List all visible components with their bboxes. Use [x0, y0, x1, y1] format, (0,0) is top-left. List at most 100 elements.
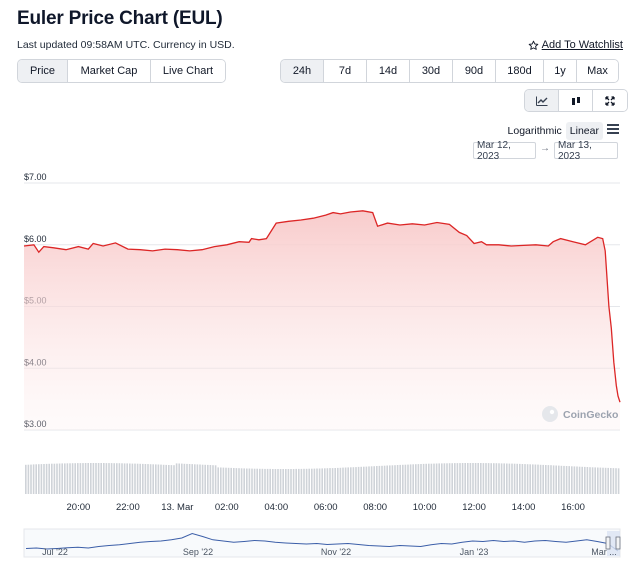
range-180d[interactable]: 180d: [496, 60, 544, 82]
volume-bar: [238, 468, 240, 494]
volume-bar: [438, 463, 440, 494]
volume-bar: [461, 463, 464, 494]
price-area: [24, 210, 620, 430]
navigator-label: Mar ...: [591, 547, 617, 557]
volume-bar: [110, 463, 113, 494]
add-to-watchlist-link[interactable]: Add To Watchlist: [528, 39, 623, 51]
volume-bar: [25, 464, 27, 494]
tab-live-chart[interactable]: Live Chart: [151, 60, 225, 82]
volume-bar: [610, 468, 612, 494]
volume-bar: [266, 468, 269, 494]
volume-bar: [357, 466, 360, 494]
volume-bar: [342, 467, 344, 494]
volume-bar: [454, 463, 456, 494]
volume-bar: [144, 464, 147, 494]
volume-bar: [168, 465, 170, 494]
volume-bar: [477, 463, 479, 494]
volume-bar: [204, 464, 206, 494]
volume-bar: [415, 464, 417, 494]
volume-bar: [550, 465, 552, 494]
volume-bar: [71, 463, 74, 494]
volume-bar: [316, 468, 318, 494]
volume-bar: [194, 464, 196, 494]
range-24h[interactable]: 24h: [281, 60, 324, 82]
volume-bar: [399, 464, 401, 494]
volume-bar: [532, 464, 534, 494]
volume-bar: [225, 467, 227, 494]
volume-bar: [464, 463, 466, 494]
date-from-input[interactable]: Mar 12, 2023: [473, 140, 536, 162]
range-1y[interactable]: 1y: [544, 60, 577, 82]
volume-bar: [43, 464, 45, 494]
fullscreen-button[interactable]: [593, 90, 627, 111]
volume-bar: [173, 465, 175, 494]
volume-bar: [389, 465, 391, 494]
volume-bar: [300, 468, 303, 494]
volume-bar: [490, 463, 492, 494]
x-tick-label: 20:00: [67, 502, 91, 513]
volume-bar: [417, 464, 420, 494]
volume-bar: [329, 468, 331, 494]
volume-bar: [487, 463, 490, 494]
volume-bar: [448, 463, 451, 494]
hamburger-menu-icon[interactable]: [607, 124, 619, 134]
tab-market-cap[interactable]: Market Cap: [68, 60, 151, 82]
volume-bar: [214, 465, 217, 494]
volume-bar: [485, 463, 487, 494]
range-14d[interactable]: 14d: [367, 60, 410, 82]
navigator-handle-left[interactable]: [605, 536, 611, 550]
scale-linear[interactable]: Linear: [565, 122, 603, 140]
range-30d[interactable]: 30d: [410, 60, 453, 82]
volume-bar: [516, 463, 518, 494]
volume-bar: [183, 463, 186, 494]
volume-bar: [118, 463, 121, 494]
volume-bar: [529, 464, 531, 494]
volume-bar: [209, 465, 212, 494]
volume-bar: [27, 464, 30, 494]
candlestick-button[interactable]: [559, 90, 593, 111]
tab-price[interactable]: Price: [18, 60, 68, 82]
volume-bar: [181, 463, 183, 494]
range-90d[interactable]: 90d: [453, 60, 496, 82]
volume-bar: [246, 468, 248, 494]
volume-bar: [558, 465, 560, 494]
volume-bar: [129, 463, 131, 494]
volume-bar: [56, 463, 58, 494]
volume-bar: [178, 463, 180, 494]
navigator[interactable]: Jul '22 Sep '22 Nov '22 Jan '23 Mar ...: [23, 528, 621, 558]
volume-bar: [155, 464, 157, 494]
volume-bar: [126, 463, 128, 494]
volume-bar: [459, 463, 461, 494]
range-7d[interactable]: 7d: [324, 60, 367, 82]
volume-bar: [165, 464, 167, 494]
date-to-input[interactable]: Mar 13, 2023: [554, 140, 618, 162]
x-tick-label: 13. Mar: [161, 502, 193, 513]
volume-bar: [383, 465, 386, 494]
x-tick-label: 10:00: [413, 502, 437, 513]
volume-bar: [576, 466, 578, 494]
volume-bar: [170, 465, 173, 494]
metric-tabs: Price Market Cap Live Chart: [17, 59, 226, 83]
volume-bar: [565, 466, 568, 494]
volume-bar: [32, 464, 35, 494]
navigator-label: Jul '22: [42, 547, 68, 557]
range-max[interactable]: Max: [577, 60, 618, 82]
line-chart-button[interactable]: [525, 90, 559, 111]
volume-bar: [394, 465, 396, 494]
volume-bar: [391, 465, 394, 494]
volume-bar: [604, 467, 607, 494]
volume-bar: [235, 468, 238, 494]
chart-type-toggle: [524, 89, 628, 112]
volume-bar: [428, 463, 430, 494]
volume-bar: [451, 463, 453, 494]
scale-logarithmic[interactable]: Logarithmic: [507, 125, 562, 137]
volume-bar: [602, 467, 604, 494]
volume-bar: [295, 468, 297, 494]
navigator-label: Sep '22: [183, 547, 213, 557]
navigator-handle-right[interactable]: [615, 536, 621, 550]
volume-bar: [298, 468, 300, 494]
volume-bar: [412, 464, 414, 494]
volume-bar: [92, 463, 95, 494]
volume-bar: [506, 463, 508, 494]
